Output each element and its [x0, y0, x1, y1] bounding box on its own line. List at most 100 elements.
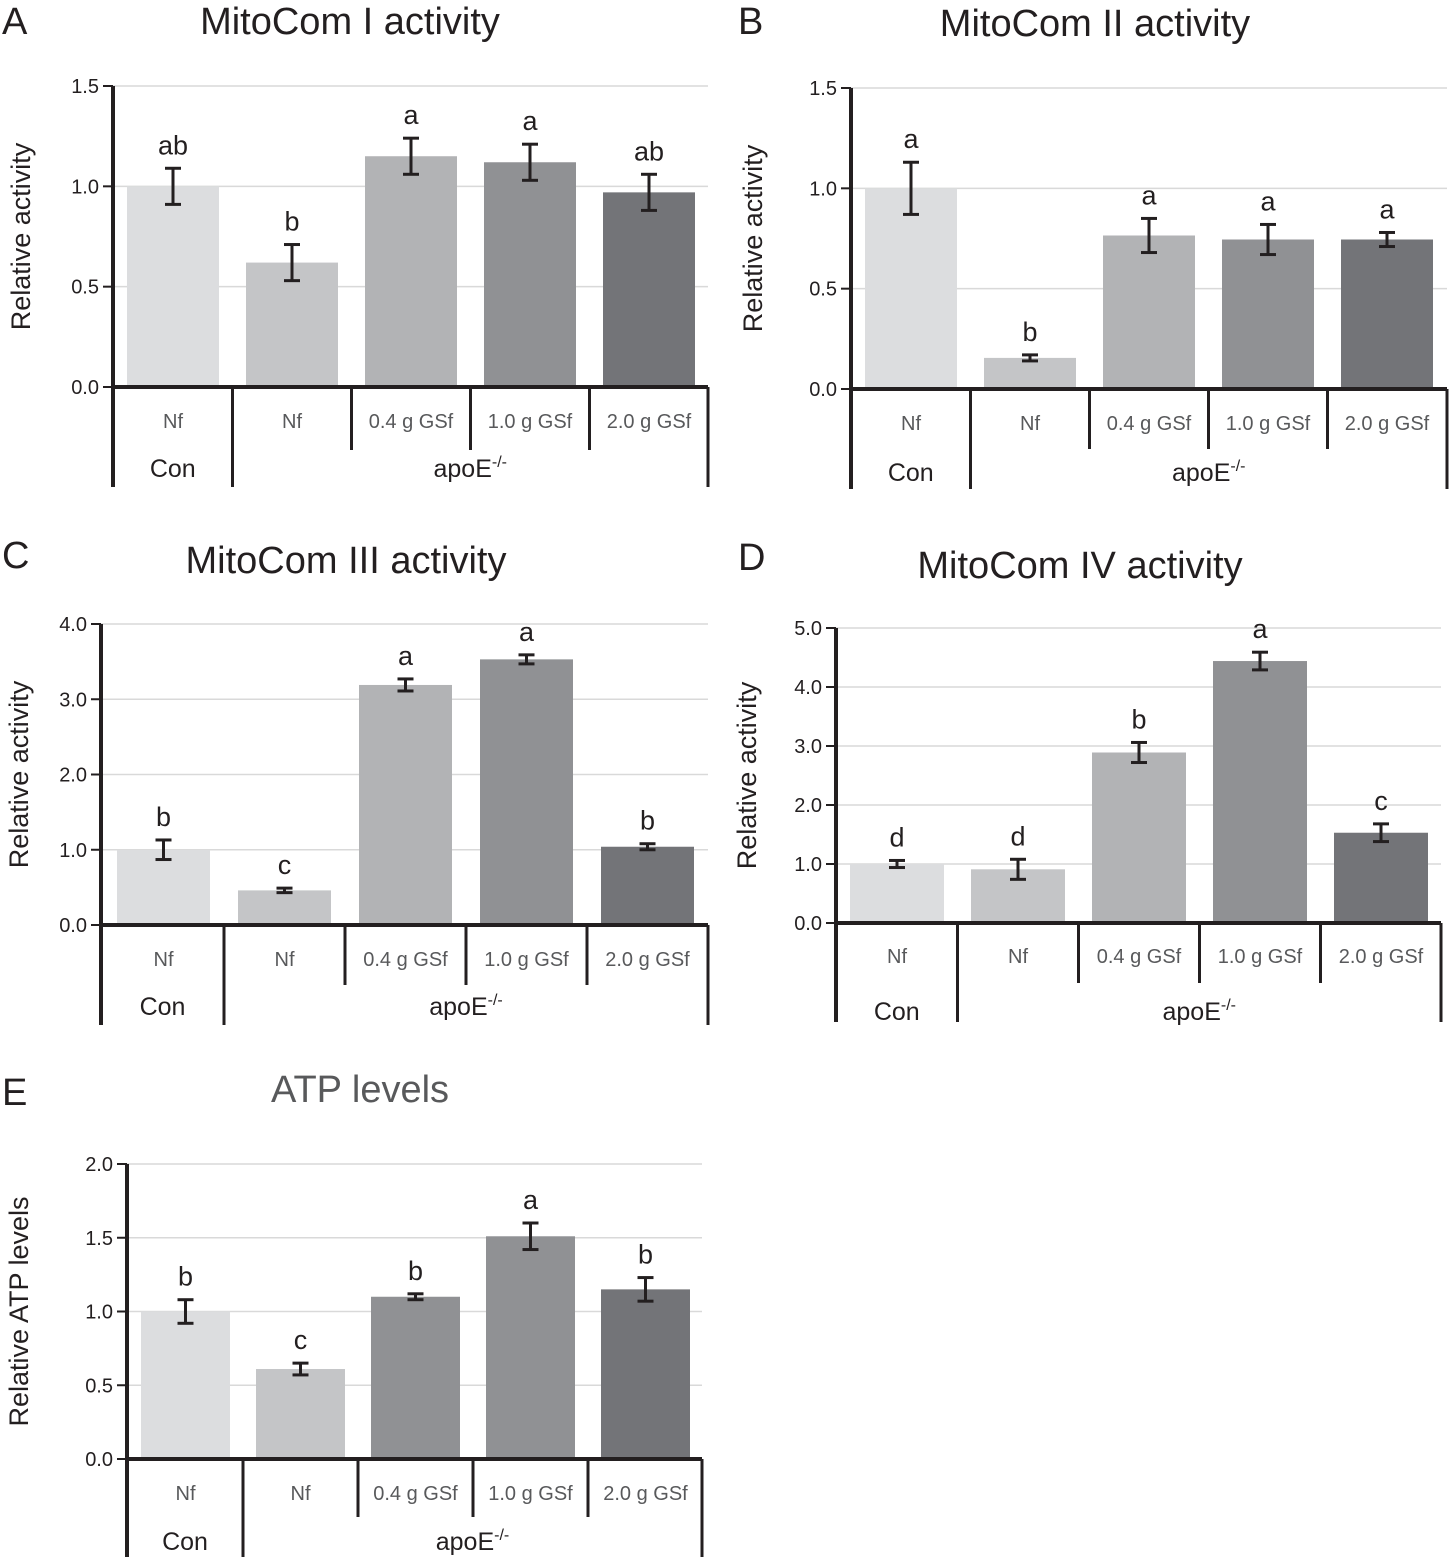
y-tick-label: 5.0 — [794, 618, 822, 640]
bar — [484, 162, 576, 387]
significance-letter: c — [278, 850, 292, 880]
panel-c: C MitoCom III activity 0.0 1.0 2.0 3.0 4.0 Rela… — [2, 535, 710, 1025]
x-tick-label: Nf — [291, 1483, 311, 1505]
y-tick-label: 4.0 — [59, 614, 87, 636]
group-label-apoe: apoE-/- — [436, 1527, 510, 1556]
panel-label: B — [738, 1, 763, 43]
bar — [601, 1289, 690, 1459]
significance-letter: a — [403, 100, 419, 130]
x-tick-label: 2.0 g GSf — [605, 949, 690, 971]
bar — [603, 192, 695, 387]
significance-letter: a — [523, 1185, 539, 1215]
panel-e: E ATP levels 0.0 0.5 1.0 1.5 2.0 Relative ATP l… — [2, 1069, 704, 1557]
bar — [117, 849, 210, 925]
y-tick-label: 0.0 — [59, 915, 87, 937]
x-tick-label: Nf — [275, 949, 295, 971]
chart-title: ATP levels — [271, 1069, 449, 1111]
significance-letter: b — [640, 806, 655, 836]
x-tick-label: 1.0 g GSf — [1226, 413, 1311, 435]
chart-title: MitoCom III activity — [186, 540, 507, 582]
bar — [1092, 752, 1186, 923]
panel-label: D — [738, 537, 765, 579]
y-tick-label: 2.0 — [794, 795, 822, 817]
panel-b: B MitoCom II activity 0.0 0.5 1.0 1.5 Relative… — [738, 1, 1449, 489]
group-label-apoe: apoE-/- — [1172, 458, 1246, 487]
bar — [238, 890, 331, 925]
significance-letter: a — [519, 617, 535, 647]
group-label-con: Con — [874, 998, 920, 1026]
significance-letter: ab — [158, 130, 188, 160]
y-tick-label: 1.0 — [85, 1302, 113, 1324]
significance-letter: a — [1379, 194, 1395, 224]
bar — [1334, 832, 1428, 923]
bar — [141, 1311, 230, 1459]
group-label-apoe: apoE-/- — [1163, 997, 1237, 1026]
bar — [865, 188, 957, 389]
bar — [984, 357, 1076, 389]
y-tick-label: 4.0 — [794, 677, 822, 699]
x-tick-label: 2.0 g GSf — [1339, 946, 1424, 968]
bar — [850, 864, 944, 923]
y-tick-label: 0.0 — [809, 379, 837, 401]
y-tick-label: 0.5 — [809, 279, 837, 301]
x-tick-label: Nf — [154, 949, 174, 971]
bar — [480, 659, 573, 925]
significance-letter: b — [156, 802, 171, 832]
y-tick-label: 1.0 — [71, 176, 99, 198]
y-tick-label: 0.0 — [85, 1449, 113, 1471]
significance-letter: a — [1141, 180, 1157, 210]
y-tick-label: 3.0 — [59, 689, 87, 711]
y-tick-label: 2.0 — [59, 765, 87, 787]
y-tick-label: 2.0 — [85, 1154, 113, 1176]
significance-letter: b — [178, 1262, 193, 1292]
significance-letter: a — [903, 124, 919, 154]
significance-letter: c — [1374, 786, 1388, 816]
x-tick-label: 2.0 g GSf — [603, 1483, 688, 1505]
significance-letter: b — [408, 1256, 423, 1286]
bar — [486, 1236, 575, 1459]
y-axis-label: Relative activity — [6, 142, 36, 330]
bar — [365, 156, 457, 387]
x-tick-label: 2.0 g GSf — [1345, 413, 1430, 435]
x-tick-label: Nf — [1020, 413, 1040, 435]
y-tick-label: 0.5 — [71, 277, 99, 299]
group-label-con: Con — [140, 993, 186, 1021]
x-tick-label: 1.0 g GSf — [488, 411, 573, 433]
y-tick-label: 1.0 — [794, 854, 822, 876]
significance-letter: ab — [634, 136, 664, 166]
x-tick-label: Nf — [901, 413, 921, 435]
bar — [1341, 239, 1433, 389]
y-tick-label: 3.0 — [794, 736, 822, 758]
bar — [1213, 661, 1307, 923]
significance-letter: b — [638, 1240, 653, 1270]
x-tick-label: Nf — [282, 411, 302, 433]
group-label-apoe: apoE-/- — [434, 454, 508, 483]
x-tick-label: 1.0 g GSf — [488, 1483, 573, 1505]
chart-title: MitoCom I activity — [200, 1, 500, 43]
bar — [1103, 235, 1195, 389]
y-tick-label: 0.0 — [794, 913, 822, 935]
significance-letter: a — [1252, 614, 1268, 644]
panel-d: D MitoCom IV activity 0.0 1.0 2.0 3.0 4.0 5.0 Re… — [732, 537, 1443, 1026]
panel-label: A — [2, 1, 28, 43]
x-tick-label: Nf — [176, 1483, 196, 1505]
chart-title: MitoCom II activity — [940, 3, 1250, 45]
significance-letter: b — [284, 207, 299, 237]
panel-label: E — [2, 1072, 27, 1114]
panel-label: C — [2, 535, 29, 577]
x-tick-label: 1.0 g GSf — [484, 949, 569, 971]
y-tick-label: 1.5 — [85, 1228, 113, 1250]
panel-a: A MitoCom I activity 0.0 0.5 1.0 1.5 Relative … — [2, 1, 710, 487]
bar — [371, 1296, 460, 1459]
bar — [256, 1369, 345, 1459]
x-tick-label: 0.4 g GSf — [369, 411, 454, 433]
x-tick-label: 2.0 g GSf — [607, 411, 692, 433]
x-tick-label: Nf — [887, 946, 907, 968]
chart-title: MitoCom IV activity — [917, 545, 1242, 587]
x-tick-label: 0.4 g GSf — [1097, 946, 1182, 968]
significance-letter: a — [1260, 186, 1276, 216]
x-tick-label: 0.4 g GSf — [1107, 413, 1192, 435]
y-axis-label: Relative activity — [732, 681, 762, 869]
x-tick-label: 0.4 g GSf — [363, 949, 448, 971]
